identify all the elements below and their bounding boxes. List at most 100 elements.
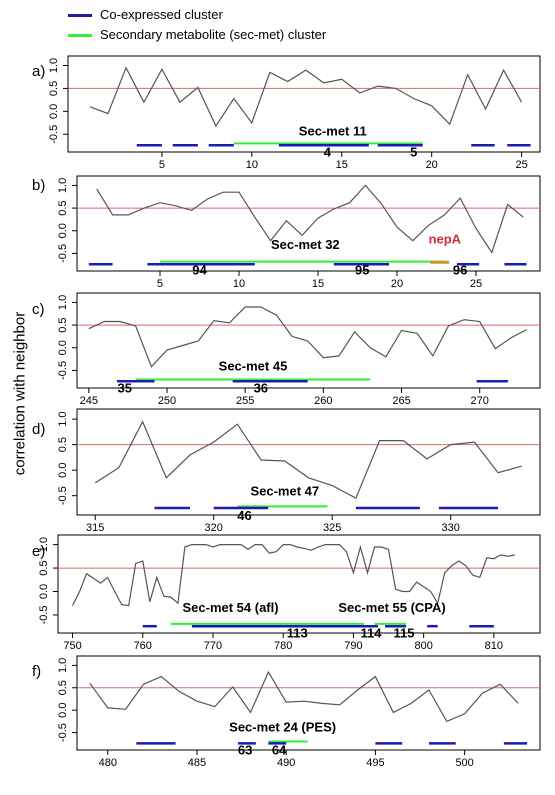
- x-tick-label: 810: [485, 640, 503, 652]
- panel-a: a) -0.5 0.0 0.5 1.0 5 10 15 20 25 Sec-met 11 4 5: [32, 55, 541, 171]
- y-tick-label: 0.5: [57, 317, 69, 332]
- y-tick-label: 1.0: [57, 658, 69, 673]
- panel-label: a): [32, 63, 45, 80]
- x-tick-label: 770: [204, 640, 222, 652]
- panel-b: b) -0.5 0.0 0.5 1.0 5 10 15 20 25 nepA Sec-met 32 94…: [32, 175, 541, 290]
- x-tick-label: 480: [99, 757, 117, 769]
- cluster-label: 35: [118, 381, 132, 396]
- x-tick-label: 10: [246, 159, 258, 171]
- y-tick-label: 0.5: [57, 200, 69, 215]
- legend-label-secmet: Secondary metabolite (sec-met) cluster: [100, 27, 327, 42]
- panel-label: e): [32, 543, 45, 560]
- nepA-label: nepA: [429, 231, 462, 246]
- y-tick-label: -0.5: [38, 605, 50, 624]
- x-tick-label: 780: [274, 640, 292, 652]
- x-tick-label: 315: [86, 522, 104, 534]
- cluster-label: Sec-met 24 (PES): [229, 720, 336, 735]
- y-tick-label: 1.0: [57, 295, 69, 310]
- correlation-line: [94, 420, 522, 500]
- x-tick-label: 5: [157, 278, 163, 290]
- x-tick-label: 255: [236, 395, 254, 407]
- y-tick-label: 1.0: [48, 58, 60, 73]
- cluster-label: 63: [238, 743, 252, 758]
- x-tick-label: 250: [158, 395, 176, 407]
- cluster-label: 115: [393, 625, 414, 640]
- panel-d: d) -0.5 0.0 0.5 1.0 315 320 325 330 Sec-met 47 46: [32, 408, 541, 534]
- correlation-line: [96, 184, 524, 254]
- y-tick-label: 1.0: [57, 411, 69, 426]
- plot-frame: [76, 655, 541, 751]
- cluster-label: Sec-met 11: [299, 124, 367, 139]
- legend-swatch-coexpressed: [68, 14, 92, 17]
- plot-frame: [67, 55, 541, 153]
- x-tick-label: 270: [471, 395, 489, 407]
- x-tick-label: 500: [455, 757, 473, 769]
- cluster-label: 36: [254, 381, 268, 396]
- y-tick-label: 0.0: [57, 340, 69, 355]
- plot-frame: [76, 175, 541, 272]
- x-tick-label: 750: [63, 640, 81, 652]
- cluster-label: 113: [287, 625, 308, 640]
- panel-label: b): [32, 177, 45, 194]
- cluster-label: Sec-met 55 (CPA): [338, 600, 445, 615]
- x-tick-label: 245: [80, 395, 98, 407]
- y-tick-label: 0.0: [48, 104, 60, 119]
- y-tick-label: 1.0: [38, 537, 50, 552]
- cluster-label: 94: [192, 263, 207, 278]
- y-tick-label: -0.5: [48, 125, 60, 144]
- correlation-line: [88, 306, 527, 368]
- y-tick-label: 0.0: [57, 223, 69, 238]
- panel-c: c) -0.5 0.0 0.5 1.0 245 250 255 260 265 270 Sec-met…: [32, 292, 541, 407]
- cluster-label: 96: [453, 263, 467, 278]
- x-tick-label: 265: [392, 395, 410, 407]
- correlation-line: [89, 66, 523, 128]
- panel-e: e) -0.5 0.0 0.5 1.0 750 760 770 780 790 800 810 Sec-…: [32, 534, 541, 652]
- y-tick-label: 0.5: [38, 560, 50, 575]
- x-tick-label: 320: [205, 522, 223, 534]
- cluster-label: Sec-met 54 (afl): [182, 600, 278, 615]
- y-tick-label: -0.5: [57, 361, 69, 380]
- x-tick-label: 760: [134, 640, 152, 652]
- cluster-label: 4: [324, 144, 332, 159]
- cluster-label: Sec-met 32: [271, 237, 340, 252]
- x-tick-label: 15: [312, 278, 324, 290]
- plot-frame: [76, 408, 541, 516]
- x-tick-label: 20: [391, 278, 403, 290]
- cluster-label: Sec-met 45: [219, 358, 288, 373]
- y-tick-label: 0.5: [57, 437, 69, 452]
- x-tick-label: 5: [159, 159, 165, 171]
- panel-f: f) -0.5 0.0 0.5 1.0 480 485 490 495 500 Sec-met 24…: [32, 655, 541, 769]
- cluster-label: 5: [410, 144, 417, 159]
- x-tick-label: 25: [515, 159, 527, 171]
- x-tick-label: 495: [366, 757, 384, 769]
- plot-frame: [57, 534, 541, 634]
- y-tick-label: 0.5: [48, 81, 60, 96]
- x-tick-label: 790: [344, 640, 362, 652]
- cluster-label: 95: [355, 263, 369, 278]
- cluster-label: 114: [360, 625, 382, 640]
- x-tick-label: 260: [314, 395, 332, 407]
- legend-swatch-secmet: [68, 34, 92, 37]
- y-tick-label: -0.5: [57, 486, 69, 505]
- x-tick-label: 330: [442, 522, 460, 534]
- y-tick-label: -0.5: [57, 244, 69, 263]
- panel-label: c): [32, 301, 45, 318]
- plot-frame: [76, 292, 541, 389]
- x-tick-label: 490: [277, 757, 295, 769]
- y-tick-label: -0.5: [57, 723, 69, 742]
- x-tick-label: 325: [323, 522, 341, 534]
- x-tick-label: 25: [470, 278, 482, 290]
- x-tick-label: 20: [426, 159, 438, 171]
- correlation-line: [89, 670, 519, 723]
- cluster-label: Sec-met 47: [250, 484, 319, 499]
- y-tick-label: 0.0: [38, 584, 50, 599]
- x-tick-label: 800: [414, 640, 432, 652]
- y-tick-label: 1.0: [57, 178, 69, 193]
- cluster-label: 46: [237, 508, 251, 523]
- panel-label: f): [32, 663, 41, 680]
- x-tick-label: 10: [233, 278, 245, 290]
- x-tick-label: 15: [336, 159, 348, 171]
- y-tick-label: 0.0: [57, 703, 69, 718]
- x-tick-label: 485: [188, 757, 206, 769]
